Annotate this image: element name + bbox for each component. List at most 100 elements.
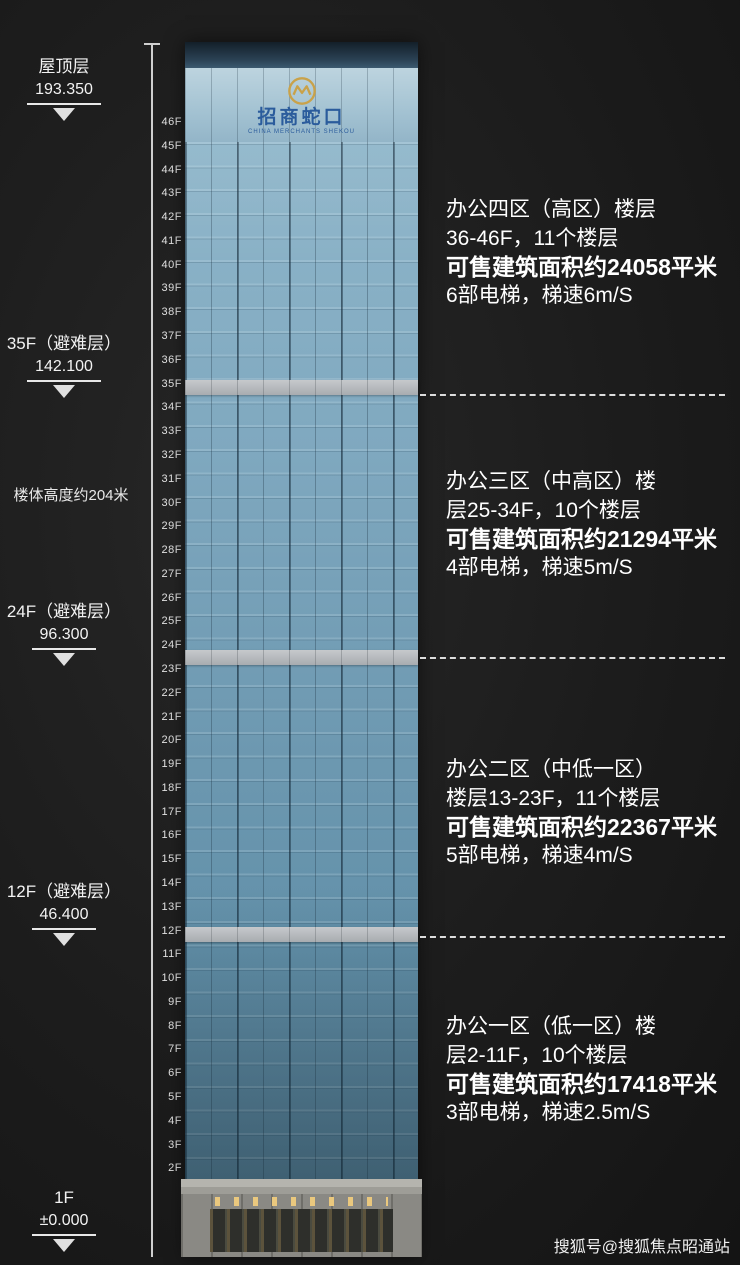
floor-label: 16F bbox=[161, 829, 182, 842]
level-marker-value: 142.100 bbox=[27, 356, 101, 382]
zone-elevator-line: 6部电梯，梯速6m/S bbox=[446, 283, 633, 307]
floor-label: 24F bbox=[161, 639, 182, 652]
level-marker-triangle-icon bbox=[53, 108, 75, 121]
floor-label: 10F bbox=[161, 972, 182, 985]
level-marker-12f: 12F（避难层） 46.400 bbox=[0, 880, 128, 946]
zone-title-line: 办公二区（中低一区） bbox=[446, 758, 656, 781]
watermark: 搜狐号@搜狐焦点昭通站 bbox=[553, 1239, 730, 1256]
floor-label: 35F bbox=[161, 377, 182, 390]
floor-label: 34F bbox=[161, 401, 182, 414]
floor-label: 45F bbox=[161, 139, 182, 152]
logo-subtext: CHINA MERCHANTS SHEKOU bbox=[247, 128, 355, 135]
level-marker-value: 96.300 bbox=[31, 624, 97, 650]
zone-area-line: 可售建筑面积约22367平米 bbox=[446, 814, 717, 840]
floor-label: 18F bbox=[161, 781, 182, 794]
floor-label: 32F bbox=[161, 448, 182, 461]
floor-label: 21F bbox=[161, 710, 182, 723]
level-marker-triangle-icon bbox=[53, 653, 75, 666]
floor-label: 3F bbox=[168, 1138, 182, 1151]
podium-entrance-glass bbox=[209, 1209, 394, 1252]
floor-label: 13F bbox=[161, 900, 182, 913]
zone-title-line: 办公四区（高区）楼层 bbox=[446, 198, 656, 221]
building-height-note: 楼体高度约204米 bbox=[13, 487, 129, 504]
refuge-floor-band-35f bbox=[185, 380, 418, 395]
level-marker-24f: 24F（避难层） 96.300 bbox=[0, 600, 128, 666]
level-marker-triangle-icon bbox=[53, 385, 75, 398]
zone-elevator-line: 4部电梯，梯速5m/S bbox=[446, 555, 633, 579]
height-ruler-line bbox=[151, 44, 153, 1257]
building-logo-panel: 招商蛇口 CHINA MERCHANTS SHEKOU bbox=[185, 68, 418, 142]
floor-label: 44F bbox=[161, 163, 182, 176]
floor-label: 27F bbox=[161, 567, 182, 580]
logo-text: 招商蛇口 bbox=[257, 106, 346, 128]
zone-divider-12f bbox=[420, 936, 725, 938]
floor-label: 11F bbox=[162, 948, 182, 961]
floor-label: 12F bbox=[161, 924, 182, 937]
level-marker-triangle-icon bbox=[53, 933, 75, 946]
floor-label: 5F bbox=[168, 1091, 182, 1104]
zone-title-line: 办公三区（中高区）楼 bbox=[446, 470, 656, 493]
floor-label: 8F bbox=[168, 1019, 182, 1032]
level-marker-label: 12F（避难层） bbox=[6, 882, 122, 901]
floor-label: 46F bbox=[161, 116, 182, 128]
floor-label: 38F bbox=[161, 306, 182, 319]
zone-block-office-3: 办公三区（中高区）楼 层25-34F，10个楼层 可售建筑面积约21294平米 … bbox=[446, 468, 734, 582]
level-marker-value: 193.350 bbox=[27, 79, 101, 105]
refuge-floor-band-12f bbox=[185, 927, 418, 942]
level-marker-label: 1F bbox=[54, 1188, 74, 1207]
building-illustration: 招商蛇口 CHINA MERCHANTS SHEKOU bbox=[181, 42, 422, 1257]
level-marker-value: 46.400 bbox=[31, 904, 97, 930]
floor-label: 25F bbox=[161, 615, 182, 628]
zone-divider-24f bbox=[420, 657, 725, 659]
floor-label: 43F bbox=[161, 187, 182, 200]
floor-label: 20F bbox=[161, 734, 182, 747]
floor-label: 2F bbox=[168, 1162, 182, 1175]
floor-label: 28F bbox=[161, 544, 182, 557]
zone-elevator-line: 5部电梯，梯速4m/S bbox=[446, 843, 633, 867]
zone-area-line: 可售建筑面积约24058平米 bbox=[446, 254, 717, 280]
zone-area-line: 可售建筑面积约21294平米 bbox=[446, 526, 717, 552]
floor-label: 9F bbox=[168, 995, 182, 1008]
level-marker-35f: 35F（避难层） 142.100 bbox=[0, 332, 128, 398]
zone-block-office-1: 办公一区（低一区）楼 层2-11F，10个楼层 可售建筑面积约17418平米 3… bbox=[446, 1013, 734, 1127]
floor-label: 40F bbox=[161, 258, 182, 271]
podium-base bbox=[181, 1179, 422, 1257]
floor-label: 17F bbox=[161, 805, 182, 818]
level-marker-triangle-icon bbox=[53, 1239, 75, 1252]
zone-title-line: 办公一区（低一区）楼 bbox=[446, 1015, 656, 1038]
zone-floors-line: 层2-11F，10个楼层 bbox=[446, 1043, 628, 1067]
zone-divider-35f bbox=[420, 394, 725, 396]
floor-label: 30F bbox=[161, 496, 182, 509]
refuge-floor-band-24f bbox=[185, 650, 418, 665]
level-marker-value: ±0.000 bbox=[31, 1210, 97, 1236]
podium-lights bbox=[214, 1197, 389, 1206]
floor-label: 31F bbox=[161, 472, 182, 485]
level-marker-1f: 1F ±0.000 bbox=[0, 1186, 128, 1252]
zone-floors-line: 36-46F，11个楼层 bbox=[446, 226, 619, 250]
floor-label: 15F bbox=[161, 853, 182, 866]
zone-area-line: 可售建筑面积约17418平米 bbox=[446, 1071, 717, 1097]
china-merchants-logo-icon bbox=[287, 76, 316, 105]
level-marker-label: 24F（避难层） bbox=[6, 602, 122, 621]
floor-label: 41F bbox=[161, 234, 182, 247]
floor-label: 26F bbox=[161, 591, 182, 604]
floor-label: 29F bbox=[161, 520, 182, 533]
zone-elevator-line: 3部电梯，梯速2.5m/S bbox=[446, 1100, 651, 1124]
level-marker-label: 屋顶层 bbox=[38, 57, 90, 76]
floor-label: 4F bbox=[168, 1114, 182, 1127]
floor-label: 33F bbox=[161, 425, 182, 438]
floor-label: 23F bbox=[161, 662, 182, 675]
floor-label: 7F bbox=[168, 1043, 182, 1056]
floor-label: 22F bbox=[161, 686, 182, 699]
level-marker-roof: 屋顶层 193.350 bbox=[0, 55, 128, 121]
building-crown bbox=[185, 42, 418, 68]
zone-block-office-2: 办公二区（中低一区） 楼层13-23F，11个楼层 可售建筑面积约22367平米… bbox=[446, 756, 734, 870]
floor-label: 19F bbox=[161, 758, 182, 771]
floor-label: 39F bbox=[161, 282, 182, 295]
floor-label: 14F bbox=[161, 877, 182, 889]
zone-block-office-4: 办公四区（高区）楼层 36-46F，11个楼层 可售建筑面积约24058平米 6… bbox=[446, 196, 734, 310]
floor-label: 36F bbox=[161, 353, 182, 366]
level-marker-label: 35F（避难层） bbox=[6, 334, 122, 353]
zone-floors-line: 层25-34F，10个楼层 bbox=[446, 498, 641, 522]
